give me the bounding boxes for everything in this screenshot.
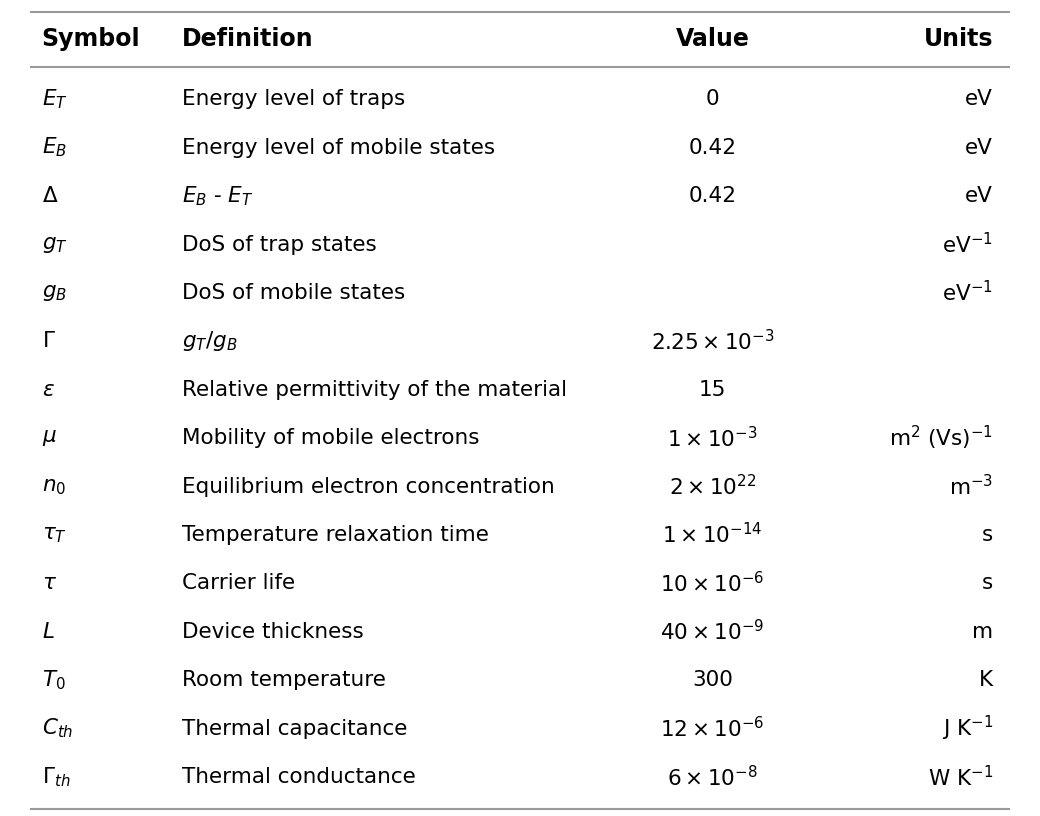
Text: $1 \times 10^{-14}$: $1 \times 10^{-14}$ (662, 522, 762, 548)
Text: $\Gamma$: $\Gamma$ (42, 331, 55, 352)
Text: $6 \times 10^{-8}$: $6 \times 10^{-8}$ (667, 765, 758, 790)
Text: m: m (972, 622, 993, 642)
Text: Thermal capacitance: Thermal capacitance (182, 719, 408, 738)
Text: $1 \times 10^{-3}$: $1 \times 10^{-3}$ (667, 426, 758, 450)
Text: $10 \times 10^{-6}$: $10 \times 10^{-6}$ (660, 571, 764, 596)
Text: $\mu$: $\mu$ (42, 428, 56, 448)
Text: $40 \times 10^{-9}$: $40 \times 10^{-9}$ (660, 619, 764, 645)
Text: $\Delta$: $\Delta$ (42, 186, 58, 206)
Text: m$^{-3}$: m$^{-3}$ (950, 474, 993, 499)
Text: $C_{th}$: $C_{th}$ (42, 717, 73, 740)
Text: $n_0$: $n_0$ (42, 477, 66, 497)
Text: eV$^{-1}$: eV$^{-1}$ (942, 281, 993, 305)
Text: 300: 300 (692, 670, 733, 690)
Text: Thermal conductance: Thermal conductance (182, 767, 416, 787)
Text: Carrier life: Carrier life (182, 574, 295, 593)
Text: Mobility of mobile electrons: Mobility of mobile electrons (182, 428, 479, 448)
Text: DoS of mobile states: DoS of mobile states (182, 283, 406, 303)
Text: eV: eV (965, 89, 993, 109)
Text: Equilibrium electron concentration: Equilibrium electron concentration (182, 477, 554, 497)
Text: $E_B$: $E_B$ (42, 136, 67, 159)
Text: $L$: $L$ (42, 622, 54, 642)
Text: $E_B$ - $E_T$: $E_B$ - $E_T$ (182, 184, 254, 208)
Text: $\tau_T$: $\tau_T$ (42, 525, 67, 545)
Text: m$^2$ (Vs)$^{-1}$: m$^2$ (Vs)$^{-1}$ (889, 424, 993, 452)
Text: Room temperature: Room temperature (182, 670, 386, 690)
Text: Relative permittivity of the material: Relative permittivity of the material (182, 379, 567, 400)
Text: $\tau$: $\tau$ (42, 574, 56, 593)
Text: Value: Value (675, 27, 750, 51)
Text: $g_T$/$g_B$: $g_T$/$g_B$ (182, 330, 238, 353)
Text: $\Gamma_{th}$: $\Gamma_{th}$ (42, 765, 70, 789)
Text: s: s (982, 525, 993, 545)
Text: J K$^{-1}$: J K$^{-1}$ (942, 714, 993, 743)
Text: $12 \times 10^{-6}$: $12 \times 10^{-6}$ (660, 716, 764, 741)
Text: Device thickness: Device thickness (182, 622, 364, 642)
Text: Temperature relaxation time: Temperature relaxation time (182, 525, 489, 545)
Text: W K$^{-1}$: W K$^{-1}$ (928, 765, 993, 790)
Text: 0.42: 0.42 (688, 138, 736, 157)
Text: Energy level of traps: Energy level of traps (182, 89, 406, 109)
Text: eV$^{-1}$: eV$^{-1}$ (942, 232, 993, 257)
Text: 15: 15 (699, 379, 726, 400)
Text: $g_B$: $g_B$ (42, 283, 67, 303)
Text: $g_T$: $g_T$ (42, 234, 68, 255)
Text: Definition: Definition (182, 27, 314, 51)
Text: eV: eV (965, 138, 993, 157)
Text: DoS of trap states: DoS of trap states (182, 234, 376, 255)
Text: 0: 0 (705, 89, 720, 109)
Text: s: s (982, 574, 993, 593)
Text: Energy level of mobile states: Energy level of mobile states (182, 138, 495, 157)
Text: Units: Units (924, 27, 993, 51)
Text: K: K (979, 670, 993, 690)
Text: $\varepsilon$: $\varepsilon$ (42, 379, 54, 400)
Text: $E_T$: $E_T$ (42, 87, 68, 111)
Text: $T_0$: $T_0$ (42, 668, 66, 692)
Text: $2 \times 10^{22}$: $2 \times 10^{22}$ (669, 474, 756, 499)
Text: eV: eV (965, 186, 993, 206)
Text: 0.42: 0.42 (688, 186, 736, 206)
Text: Symbol: Symbol (42, 27, 140, 51)
Text: $2.25 \times 10^{-3}$: $2.25 \times 10^{-3}$ (651, 329, 774, 354)
